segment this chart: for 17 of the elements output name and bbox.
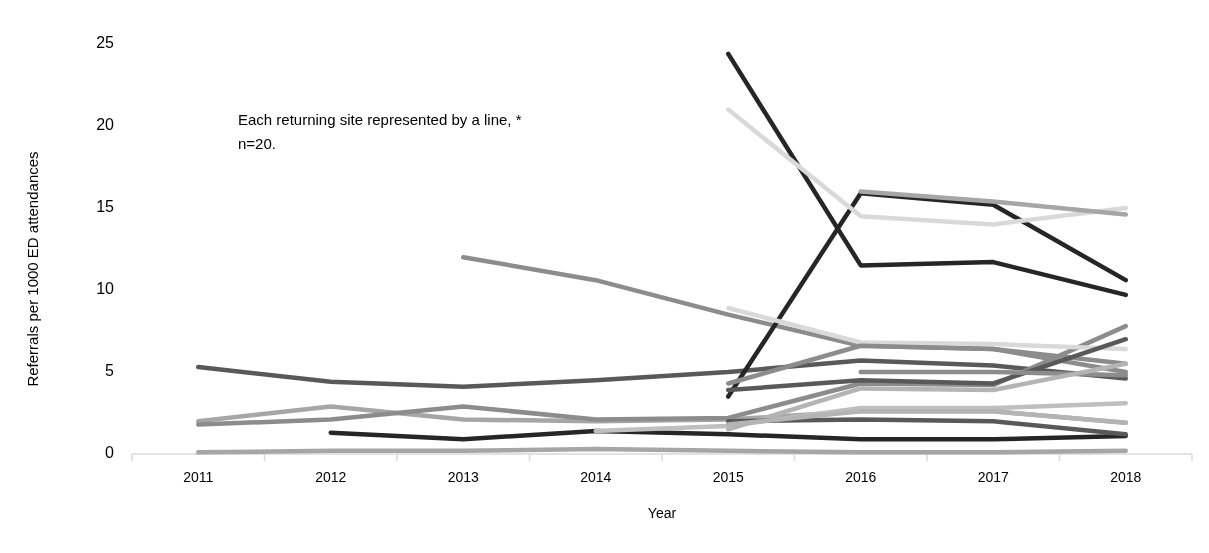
x-tick-label: 2013 <box>447 469 480 485</box>
x-tick-label: 2012 <box>315 469 347 485</box>
x-tick-label: 2018 <box>1110 469 1142 485</box>
y-axis-title: Referrals per 1000 ED attendances <box>24 151 41 387</box>
y-tick-label: 25 <box>96 34 115 52</box>
x-tick-label: 2011 <box>183 469 214 485</box>
annotation: Each returning site represented by a line, * n=20. <box>238 110 523 154</box>
x-axis-title: Year <box>647 505 677 521</box>
x-tick-label: 2016 <box>845 469 877 485</box>
y-tick-label: 10 <box>96 280 115 298</box>
y-tick-label: 0 <box>105 444 115 462</box>
x-tick-label: 2015 <box>712 469 745 485</box>
x-tick-label: 2014 <box>580 469 612 485</box>
y-tick-label: 15 <box>96 198 115 216</box>
y-tick-label: 5 <box>105 362 115 380</box>
y-tick-label: 20 <box>96 116 115 134</box>
x-tick-label: 2017 <box>977 469 1010 485</box>
